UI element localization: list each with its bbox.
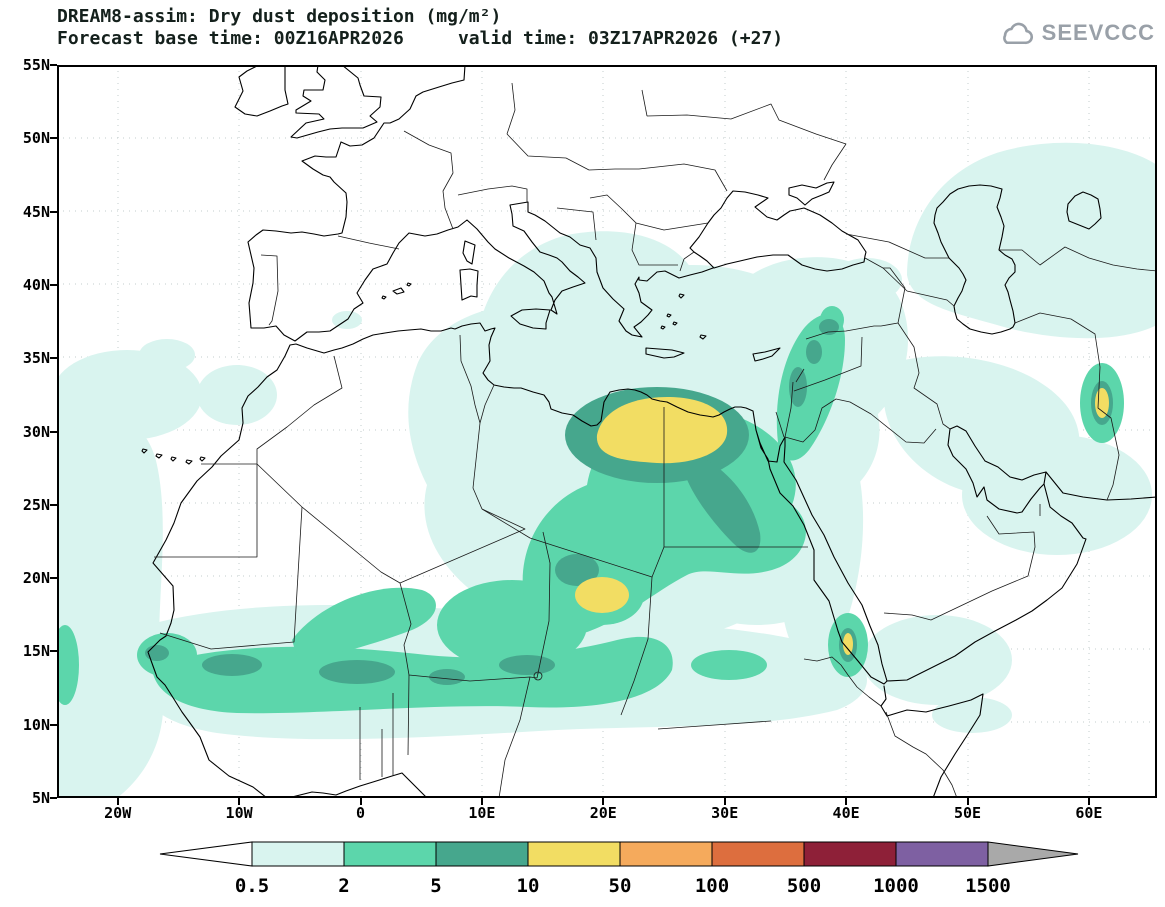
sardinia-coastline: [459, 268, 479, 301]
lat-tick: [50, 503, 57, 506]
page-subtitle: Forecast base time: 00Z16APR2026 valid t…: [57, 28, 784, 49]
lat-label: 10N: [22, 715, 50, 734]
lat-tick: [50, 283, 57, 286]
lon-tick: [966, 798, 969, 805]
lat-tick: [50, 430, 57, 433]
arabia-south-coastline: [886, 483, 1087, 682]
colorbar-segment: [803, 841, 897, 867]
page-title: DREAM8-assim: Dry dust deposition (mg/m²…: [57, 6, 502, 27]
lon-tick: [1087, 798, 1090, 805]
lon-label: 30E: [711, 804, 739, 822]
lon-label: 60E: [1075, 804, 1103, 822]
iran-south-coastline: [1045, 471, 1156, 501]
colorbar-above-arrow: [987, 841, 1079, 867]
header: DREAM8-assim: Dry dust deposition (mg/m²…: [57, 6, 783, 50]
colorbar-tick-label: 50: [609, 875, 632, 897]
sicily-coastline: [510, 308, 551, 330]
lon-tick: [359, 798, 362, 805]
persian-gulf-coastline: [947, 425, 1047, 514]
map-area: [57, 65, 1157, 798]
horn-of-africa-coastline: [880, 685, 984, 797]
aral-sea-coastline: [1066, 191, 1102, 230]
sea-of-azov-coastline: [788, 181, 835, 206]
lat-tick: [50, 210, 57, 213]
cyprus-coastline: [752, 347, 781, 362]
cloud-icon: [1002, 22, 1033, 45]
lat-label: 5N: [31, 789, 50, 807]
lat-tick: [50, 64, 57, 66]
coastlines: [141, 66, 1156, 797]
colorbar-tick-label: 1000: [873, 875, 919, 897]
lon-label: 10W: [225, 804, 253, 822]
lat-label: 35N: [22, 349, 50, 368]
lon-label: 20E: [589, 804, 617, 822]
lat-tick: [50, 577, 57, 580]
colorbar-tick-label: 10: [517, 875, 540, 897]
red-sea-coastline: [755, 429, 888, 685]
colorbar-tick-label: 2: [338, 875, 349, 897]
black-sea-coastline: [689, 190, 867, 272]
britain-coastline: [290, 66, 382, 139]
canary-islands: [141, 448, 206, 465]
lat-label: 55N: [22, 56, 50, 74]
colorbar-segment: [343, 841, 437, 867]
colorbar-segment: [435, 841, 529, 867]
lon-tick: [116, 798, 119, 805]
country-borders: [154, 82, 1156, 797]
colorbar-segment: [711, 841, 805, 867]
africa-coastline: [147, 322, 757, 797]
lat-tick: [50, 137, 57, 140]
lon-label: 40E: [832, 804, 860, 822]
colorbar-tick-label: 500: [787, 875, 821, 897]
colorbar-tick-label: 1500: [965, 875, 1011, 897]
colorbar-segment: [251, 841, 345, 867]
lat-tick: [50, 650, 57, 653]
lon-label: 20W: [104, 804, 132, 822]
lat-label: 30N: [22, 422, 50, 441]
corsica-coastline: [462, 240, 476, 265]
lon-tick: [845, 798, 848, 805]
logo-text: SEEVCCC: [1041, 20, 1155, 45]
balearic-islands: [381, 282, 412, 300]
colorbar-segment: [619, 841, 713, 867]
lon-tick: [238, 798, 241, 805]
colorbar-tick-label: 5: [430, 875, 441, 897]
lat-tick: [50, 723, 57, 726]
aegean-islands: [660, 293, 707, 340]
lon-tick: [723, 798, 726, 805]
colorbar-tick-label: 0.5: [235, 875, 269, 897]
lat-label: 40N: [22, 275, 50, 294]
colorbar-tick-label: 100: [695, 875, 729, 897]
caspian-sea-coastline: [933, 184, 1016, 335]
lat-label: 50N: [22, 129, 50, 148]
map-svg: [57, 65, 1157, 798]
colorbar-below-arrow: [159, 841, 253, 867]
lat-label: 20N: [22, 569, 50, 588]
ireland-coastline: [234, 66, 289, 117]
colorbar-segment: [527, 841, 621, 867]
lat-tick: [50, 357, 57, 360]
lon-tick: [602, 798, 605, 805]
lat-label: 25N: [22, 495, 50, 514]
lon-label: 10E: [468, 804, 496, 822]
lat-label: 15N: [22, 642, 50, 661]
colorbar-segment: [895, 841, 989, 867]
crete-coastline: [645, 347, 685, 359]
seevccc-logo: SEEVCCC: [996, 20, 1155, 46]
lat-tick: [50, 797, 57, 799]
colorbar: 0.5 2 5 10 50 100 500 1000 1500: [159, 841, 1079, 897]
lon-tick: [480, 798, 483, 805]
lon-label: 0: [355, 804, 366, 822]
lat-label: 45N: [22, 202, 50, 221]
lon-label: 50E: [953, 804, 982, 822]
